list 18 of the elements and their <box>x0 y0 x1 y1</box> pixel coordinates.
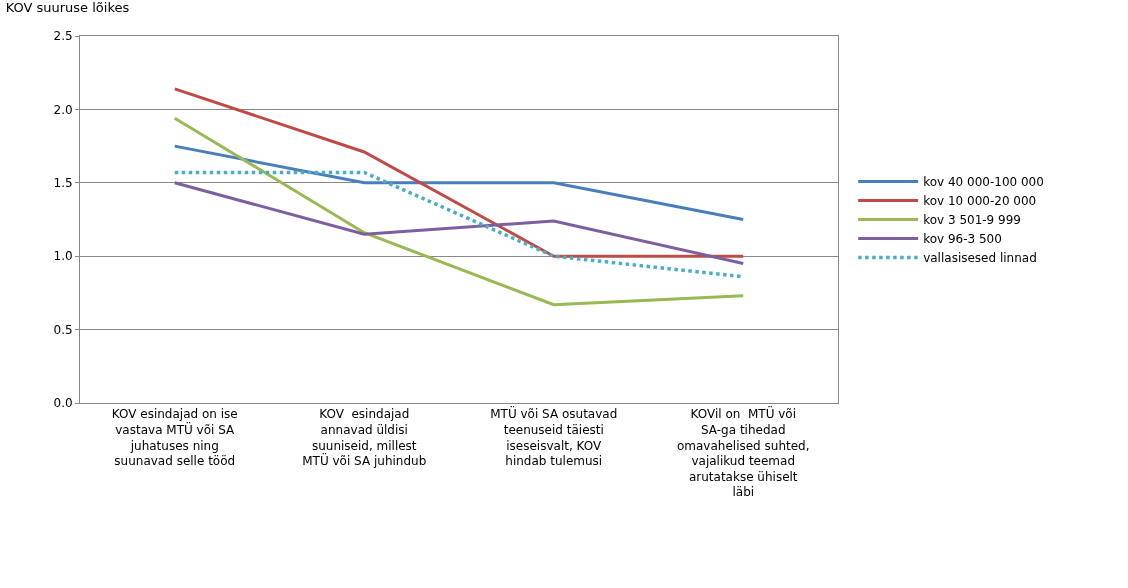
legend-label: kov 40 000-100 000 <box>923 175 1044 190</box>
y-tick-label: 1.0 <box>53 249 73 264</box>
x-tick-label: MTÜ või SA osutavad teenuseid täiesti iseseisvalt, KOV hindab tulemusi <box>490 405 618 469</box>
x-tick-label: KOV esindajad on ise vastava MTÜ või SA juhatuses ning suunavad selle tööd <box>111 407 238 469</box>
legend-label: kov 10 000-20 000 <box>923 194 1037 209</box>
line-series <box>173 181 745 266</box>
line-series <box>173 116 745 307</box>
x-tick-label: KOV esindajad annavad üldisi suuniseid, millest MTÜ või SA juhindub <box>302 407 427 469</box>
chart-title: KOV suuruse lõikes <box>5 0 130 16</box>
x-tick-label: KOVil on MTÜ või SA-ga tihedad omavahelised suhted, vajalikud teemad arutatakse ühiselt läbi <box>676 405 810 500</box>
y-tick-label: 0.0 <box>53 396 73 411</box>
legend-label: kov 96-3 500 <box>923 232 1002 247</box>
y-tick-label: 1.5 <box>53 176 73 190</box>
y-tick-label: 2.5 <box>53 29 73 44</box>
y-tick-label: 0.5 <box>53 322 73 337</box>
legend-label: kov 3 501-9 999 <box>923 213 1021 228</box>
legend-label: vallasisesed linnad <box>923 251 1037 266</box>
y-tick-label: 2.0 <box>53 102 73 117</box>
